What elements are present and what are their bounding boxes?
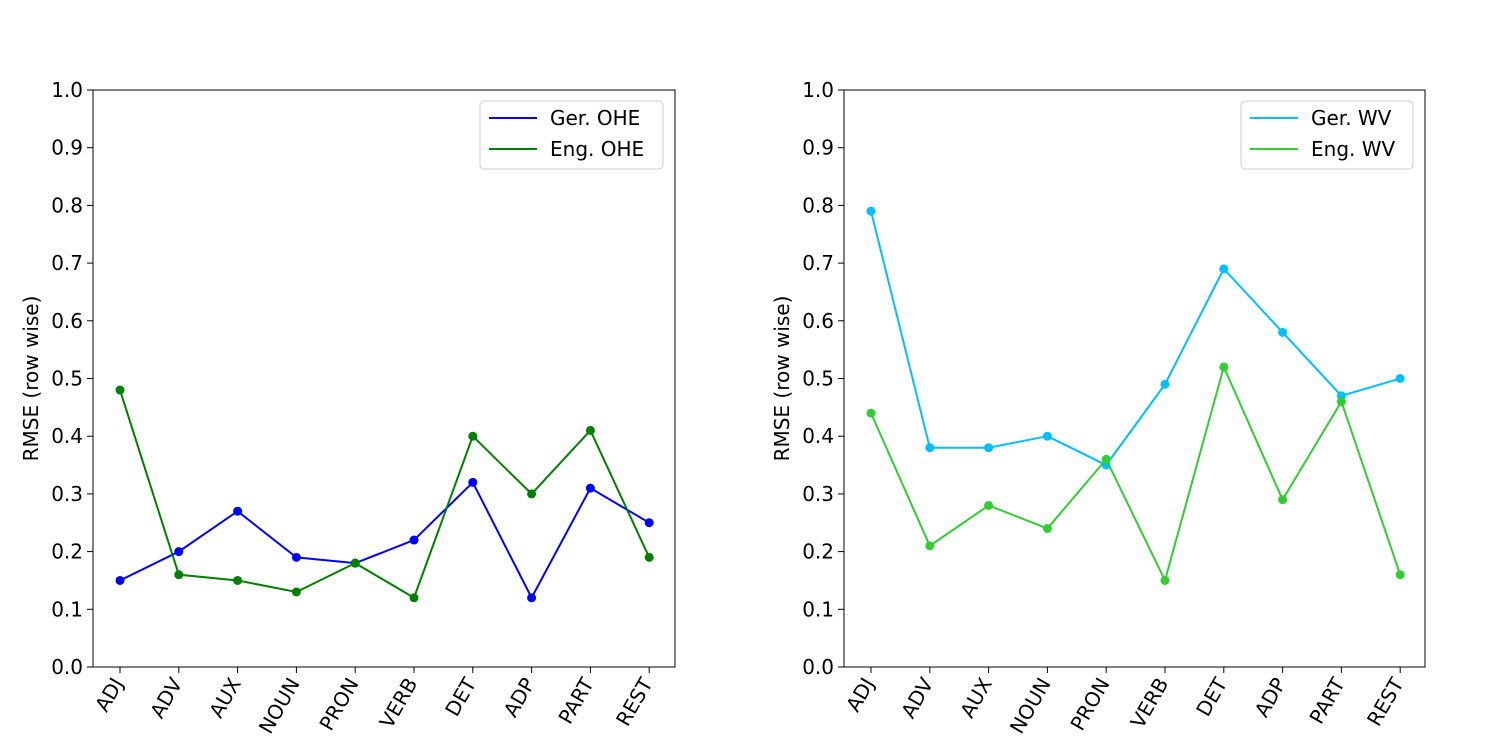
data-point [644,552,654,562]
data-point [115,385,125,395]
x-tick-label-rest: REST [611,673,658,730]
series-line-0 [870,210,1401,467]
x-tick-label-det: DET [440,673,481,721]
data-point [925,541,935,551]
x-tick-label-adv: ADV [145,673,187,722]
left-chart-ohe: 0.0 0.1 0.2 0.3 0.4 0.5 0.6 0.7 0.8 0.9 1.0 ADJ ADV A… [19,78,676,738]
y-tick-label: 1.0 [51,78,83,102]
x-tick-label-part: PART [553,673,599,728]
legend-label: Ger. WV [1311,106,1392,130]
data-point [1219,264,1229,274]
x-tick-label-rest: REST [1362,673,1409,730]
legend-label: Ger. OHE [550,106,640,130]
y-tick-label: 0.9 [802,136,834,160]
data-point [1395,570,1405,580]
data-point [585,483,595,493]
y-tick-label: 0.4 [51,424,83,448]
data-point [291,552,301,562]
y-tick-label: 0.3 [51,482,83,506]
x-tick-label-adv: ADV [896,673,938,722]
y-axis-label: RMSE (row wise) [770,296,794,462]
x-tick-label-det: DET [1191,673,1232,721]
right-chart-wv: 0.0 0.1 0.2 0.3 0.4 0.5 0.6 0.7 0.8 0.9 1.0 ADJ ADV A… [770,78,1426,738]
series-line-1 [870,363,1402,584]
x-tick-label-aux: AUX [955,673,997,722]
legend: Ger. OHE Eng. OHE [479,100,664,170]
y-tick-label: 0.4 [802,424,834,448]
x-tick-label-adp: ADP [1250,674,1291,722]
data-point [409,593,419,603]
data-point [291,587,301,597]
data-point [1101,454,1111,464]
y-tick-label: 0.7 [51,251,83,275]
data-point [350,558,360,568]
data-point [866,206,876,216]
data-point [174,547,184,557]
y-tick-label: 1.0 [802,78,834,102]
x-tick-label-adj: ADJ [841,674,879,716]
data-point [1395,374,1405,383]
data-point [1160,575,1170,585]
y-tick-label: 0.7 [802,251,834,275]
y-tick-label: 0.1 [802,597,834,621]
x-tick-label-verb: VERB [1126,674,1174,733]
data-point [233,506,243,516]
data-point [409,535,419,545]
x-tick-label-noun: NOUN [254,674,305,738]
data-point [1219,362,1229,372]
data-point [468,431,478,441]
data-point [1278,495,1288,505]
y-tick-label: 0.2 [802,540,834,564]
x-tick-label-verb: VERB [375,674,423,733]
data-point [527,593,537,603]
y-tick-label: 0.0 [51,655,83,679]
y-tick-label: 0.8 [802,193,834,217]
x-tick-label-adj: ADJ [90,674,128,716]
data-point [233,575,243,585]
x-tick-label-part: PART [1304,673,1350,728]
y-tick-label: 0.5 [51,367,83,391]
data-point [1042,524,1052,534]
data-point [527,489,537,499]
x-tick-label-noun: NOUN [1005,674,1056,738]
series-line-0 [119,480,650,600]
x-tick-label-adp: ADP [499,674,540,722]
y-tick-label: 0.3 [802,482,834,506]
data-point [1278,327,1288,337]
data-point [1160,379,1170,389]
data-point [644,518,654,528]
x-tick-label-pron: PRON [314,674,363,735]
x-tick-label-aux: AUX [204,673,246,722]
y-tick-label: 0.1 [51,597,83,621]
data-point [585,425,595,435]
y-tick-label: 0.5 [802,367,834,391]
data-point [1042,431,1052,441]
data-point [984,500,994,510]
y-tick-label: 0.8 [51,193,83,217]
data-point [468,477,478,487]
data-point [925,443,935,453]
y-tick-label: 0.0 [802,655,834,679]
y-tick-label: 0.2 [51,540,83,564]
data-point [984,443,994,453]
legend: Ger. WV Eng. WV [1240,100,1414,170]
legend-label: Eng. WV [1311,137,1395,161]
y-axis-label: RMSE (row wise) [19,296,43,462]
data-point [115,575,125,585]
series-line-1 [119,389,651,600]
data-point [174,570,184,580]
y-tick-label: 0.6 [51,309,83,333]
y-tick-label: 0.6 [802,309,834,333]
data-point [1336,397,1346,407]
data-point [866,408,876,418]
legend-label: Eng. OHE [550,137,644,161]
plot-frame [843,89,1426,668]
y-tick-label: 0.9 [51,136,83,160]
x-tick-label-pron: PRON [1065,674,1114,735]
